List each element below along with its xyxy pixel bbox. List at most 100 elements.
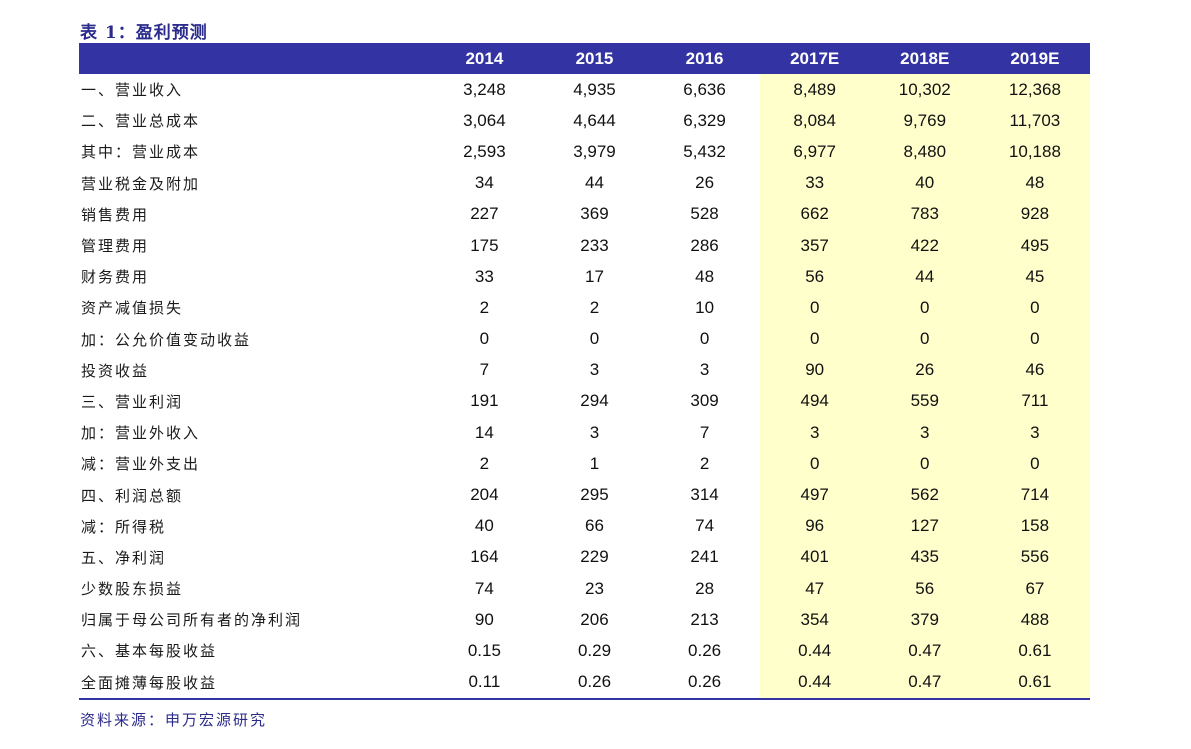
value-cell: 26 <box>695 173 715 193</box>
value-cell: 562 <box>869 479 980 511</box>
value-cell: 0.44 <box>759 666 870 700</box>
value-cell: 48 <box>979 167 1090 199</box>
column-header-2015: 2015 <box>539 43 650 74</box>
value-cell: 8,480 <box>869 136 980 168</box>
value-cell: 3,979 <box>573 141 616 161</box>
value-cell: 294 <box>580 391 609 411</box>
table-row: 二、营业总成本 3,064 4,644 6,329 8,084 9,769 11,703 <box>79 105 1090 137</box>
table-row: 加：公允价值变动收益 0 0 0 0 0 0 <box>79 323 1090 355</box>
value-cell: 3 <box>869 417 980 449</box>
value-cell: 0 <box>979 448 1090 480</box>
value-cell: 9,769 <box>869 105 980 137</box>
value-cell: 7 <box>479 360 490 380</box>
row-label: 加：公允价值变动收益 <box>81 330 252 349</box>
value-cell: 8,489 <box>759 74 870 106</box>
row-label: 销售费用 <box>81 205 150 224</box>
value-cell: 26 <box>869 354 980 386</box>
value-cell: 0.26 <box>649 666 760 700</box>
value-cell: 11,703 <box>979 105 1090 137</box>
row-label: 资产减值损失 <box>81 299 184 318</box>
value-cell: 175 <box>470 235 499 255</box>
table-row: 少数股东损益 74 23 28 47 56 67 <box>79 573 1090 605</box>
value-cell: 3 <box>589 360 600 380</box>
value-cell: 783 <box>869 198 980 230</box>
row-label: 全面摊薄每股收益 <box>79 666 430 700</box>
value-cell: 357 <box>759 229 870 262</box>
value-cell: 379 <box>869 604 980 636</box>
value-cell: 0 <box>869 448 980 480</box>
value-cell: 66 <box>585 516 604 536</box>
value-cell: 12,368 <box>979 74 1090 106</box>
value-cell: 8,084 <box>759 105 870 137</box>
value-cell: 74 <box>695 516 715 536</box>
value-cell: 48 <box>695 266 715 286</box>
value-cell: 3,248 <box>463 79 506 99</box>
value-cell: 488 <box>979 604 1090 636</box>
value-cell: 23 <box>585 578 604 598</box>
table-row: 其中：营业成本 2,593 3,979 5,432 6,977 8,480 10,188 <box>79 136 1090 168</box>
column-header-2014: 2014 <box>429 43 540 74</box>
value-cell: 369 <box>580 204 609 224</box>
value-cell: 3 <box>699 360 710 380</box>
value-cell: 662 <box>759 198 870 230</box>
value-cell: 401 <box>759 541 870 573</box>
column-header-2016: 2016 <box>649 43 760 74</box>
value-cell: 0.26 <box>688 640 722 660</box>
row-label: 归属于母公司所有者的净利润 <box>81 611 303 630</box>
table-row: 三、营业利润 191 294 309 494 559 711 <box>79 385 1090 418</box>
value-cell: 2,593 <box>463 141 506 161</box>
value-cell: 67 <box>979 573 1090 605</box>
value-cell: 206 <box>580 609 609 629</box>
value-cell: 14 <box>474 422 494 442</box>
table-row: 财务费用 33 17 48 56 44 45 <box>79 261 1090 293</box>
value-cell: 241 <box>690 547 719 567</box>
value-cell: 0 <box>759 448 870 480</box>
value-cell: 0 <box>869 323 980 355</box>
row-label: 六、基本每股收益 <box>81 642 218 661</box>
value-cell: 3 <box>759 417 870 449</box>
table-row: 营业税金及附加 34 44 26 33 40 48 <box>79 167 1090 199</box>
table-row: 减：营业外支出 2 1 2 0 0 0 <box>79 448 1090 480</box>
value-cell: 0.26 <box>539 666 650 700</box>
value-cell: 0 <box>479 329 490 349</box>
row-label: 少数股东损益 <box>81 580 184 599</box>
value-cell: 422 <box>869 229 980 262</box>
value-cell: 6,636 <box>683 79 726 99</box>
value-cell: 40 <box>869 167 980 199</box>
table-body: 一、营业收入 3,248 4,935 6,636 8,489 10,302 12,368 二、… <box>79 74 1090 700</box>
table-row: 五、净利润 164 229 241 401 435 556 <box>79 541 1090 573</box>
value-cell: 528 <box>690 204 719 224</box>
row-label: 五、净利润 <box>81 548 167 567</box>
value-cell: 4,935 <box>573 79 616 99</box>
value-cell: 90 <box>474 609 494 629</box>
value-cell: 56 <box>869 573 980 605</box>
row-label: 减：所得税 <box>81 517 167 536</box>
column-header-2017e: 2017E <box>759 43 870 74</box>
value-cell: 44 <box>869 261 980 293</box>
value-cell: 0 <box>979 323 1090 355</box>
value-cell: 4,644 <box>573 110 616 130</box>
value-cell: 354 <box>759 604 870 636</box>
value-cell: 0 <box>759 323 870 355</box>
value-cell: 90 <box>759 354 870 386</box>
row-label: 加：营业外收入 <box>81 424 201 443</box>
value-cell: 10 <box>695 297 715 317</box>
table-row: 全面摊薄每股收益 0.11 0.26 0.26 0.44 0.47 0.61 <box>79 666 1090 700</box>
row-label: 二、营业总成本 <box>81 112 201 131</box>
value-cell: 2 <box>699 453 710 473</box>
value-cell: 229 <box>580 547 609 567</box>
table-header: 2014 2015 2016 2017E 2018E 2019E <box>79 43 1090 74</box>
row-label: 投资收益 <box>81 361 150 380</box>
value-cell: 295 <box>580 485 609 505</box>
value-cell: 28 <box>695 578 715 598</box>
table-row: 管理费用 175 233 286 357 422 495 <box>79 229 1090 262</box>
value-cell: 3,064 <box>463 110 506 130</box>
value-cell: 74 <box>474 578 494 598</box>
value-cell: 233 <box>580 235 609 255</box>
value-cell: 559 <box>869 385 980 418</box>
value-cell: 0 <box>869 292 980 324</box>
value-cell: 34 <box>474 173 494 193</box>
row-label: 营业税金及附加 <box>81 174 201 193</box>
value-cell: 928 <box>979 198 1090 230</box>
value-cell: 127 <box>869 510 980 542</box>
